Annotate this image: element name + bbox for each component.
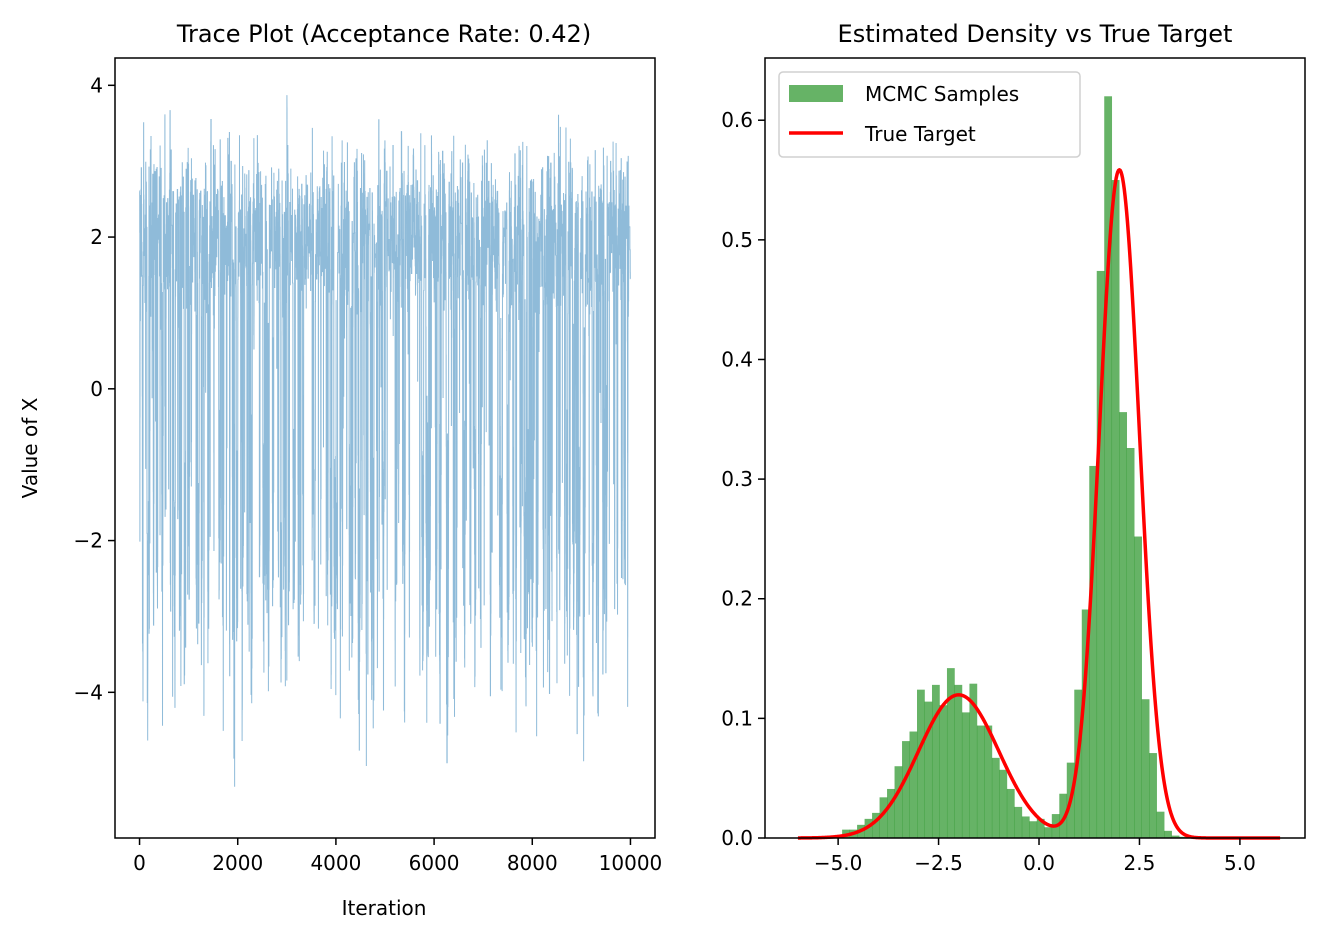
density-y-tick-label: 0.4 (721, 347, 753, 371)
density-y-tick-label: 0.5 (721, 228, 753, 252)
density-y-tick-label: 0.0 (721, 826, 753, 850)
trace-x-tick-label: 2000 (212, 851, 263, 875)
histogram-bar (1111, 180, 1120, 838)
legend: MCMC Samples True Target (778, 71, 1081, 158)
histogram-bar (1029, 821, 1038, 838)
trace-plot-title: Trace Plot (Acceptance Rate: 0.42) (176, 20, 591, 48)
trace-x-tick-label: 0 (133, 851, 146, 875)
trace-y-tick-label: −4 (74, 680, 103, 704)
histogram-bar (1104, 96, 1113, 838)
trace-y-tick-label: 2 (90, 225, 103, 249)
histogram-bars (819, 96, 1195, 838)
histogram-bar (872, 812, 880, 838)
legend-swatch-mcmc-samples (789, 85, 843, 102)
trace-y-axis-label: Value of X (18, 397, 42, 498)
trace-y-tick-label: 0 (90, 377, 103, 401)
histogram-bar (1119, 412, 1128, 838)
histogram-bar (991, 757, 1000, 838)
histogram-bar (961, 712, 970, 838)
density-y-tick-label: 0.1 (721, 706, 753, 730)
histogram-bar (1044, 827, 1053, 838)
histogram-bar (954, 684, 963, 838)
histogram-bar (924, 701, 933, 838)
density-plot-frame (764, 57, 1306, 839)
density-y-tick-label: 0.3 (721, 467, 753, 491)
histogram-bar (969, 683, 978, 838)
histogram-bar (902, 741, 910, 838)
histogram-bar (879, 797, 888, 838)
histogram-bar (1141, 699, 1150, 838)
trace-x-axis-label: Iteration (342, 896, 427, 920)
density-x-tick-label: 2.5 (1124, 851, 1156, 875)
density-plot-title: Estimated Density vs True Target (838, 20, 1233, 48)
histogram-bar (894, 766, 903, 838)
histogram-bar (976, 725, 985, 838)
histogram-bar (931, 684, 940, 838)
histogram-bar (1089, 465, 1098, 838)
histogram-bar (1149, 753, 1157, 838)
trace-x-tick-label: 10000 (599, 851, 663, 875)
density-y-tick-label: 0.6 (721, 108, 753, 132)
histogram-bar (1014, 806, 1023, 838)
trace-line (139, 95, 631, 787)
true-target-curve (797, 168, 1282, 840)
density-x-tick-label: 5.0 (1224, 851, 1256, 875)
trace-x-tick-label: 4000 (310, 851, 361, 875)
histogram-bar (1096, 270, 1105, 838)
density-x-tick-label: 0.0 (1023, 851, 1055, 875)
trace-plot-frame (114, 57, 656, 839)
histogram-bar (1156, 811, 1165, 838)
histogram-bar (1081, 609, 1090, 838)
histogram-bar (1134, 536, 1142, 838)
trace-ticks: 0 2000 4000 6000 8000 10000 4 2 0 −2 −4 (74, 73, 663, 875)
density-x-tick-label: −5.0 (814, 851, 863, 875)
histogram-bar (1171, 835, 1180, 838)
density-plot: Estimated Density vs True Target −5.0 −2.… (721, 20, 1306, 875)
histogram-bar (1021, 816, 1030, 838)
histogram-bar (999, 769, 1008, 838)
legend-label-true-target: True Target (864, 122, 976, 146)
density-y-tick-label: 0.2 (721, 587, 753, 611)
histogram-bar (887, 788, 895, 838)
trace-x-tick-label: 6000 (409, 851, 460, 875)
legend-label-mcmc-samples: MCMC Samples (865, 82, 1019, 106)
trace-y-tick-label: −2 (74, 529, 103, 553)
histogram-bar (917, 689, 925, 838)
trace-plot: Trace Plot (Acceptance Rate: 0.42) 0 2000… (18, 20, 662, 920)
density-ticks: −5.0 −2.5 0.0 2.5 5.0 0.0 0.1 0.2 0.3 0.4 0.5 0.6 (721, 108, 1256, 875)
histogram-bar (946, 668, 955, 838)
trace-y-tick-label: 4 (90, 73, 103, 97)
histogram-bar (1126, 448, 1135, 838)
histogram-bar (1164, 830, 1172, 838)
histogram-bar (939, 705, 948, 838)
density-x-tick-label: −2.5 (914, 851, 963, 875)
histogram-bar (984, 725, 993, 838)
legend-box (778, 71, 1081, 158)
histogram-bar (1036, 818, 1045, 838)
histogram-bar (1006, 788, 1015, 838)
histogram-bar (909, 731, 918, 838)
trace-x-tick-label: 8000 (507, 851, 558, 875)
histogram-bar (1059, 793, 1068, 838)
